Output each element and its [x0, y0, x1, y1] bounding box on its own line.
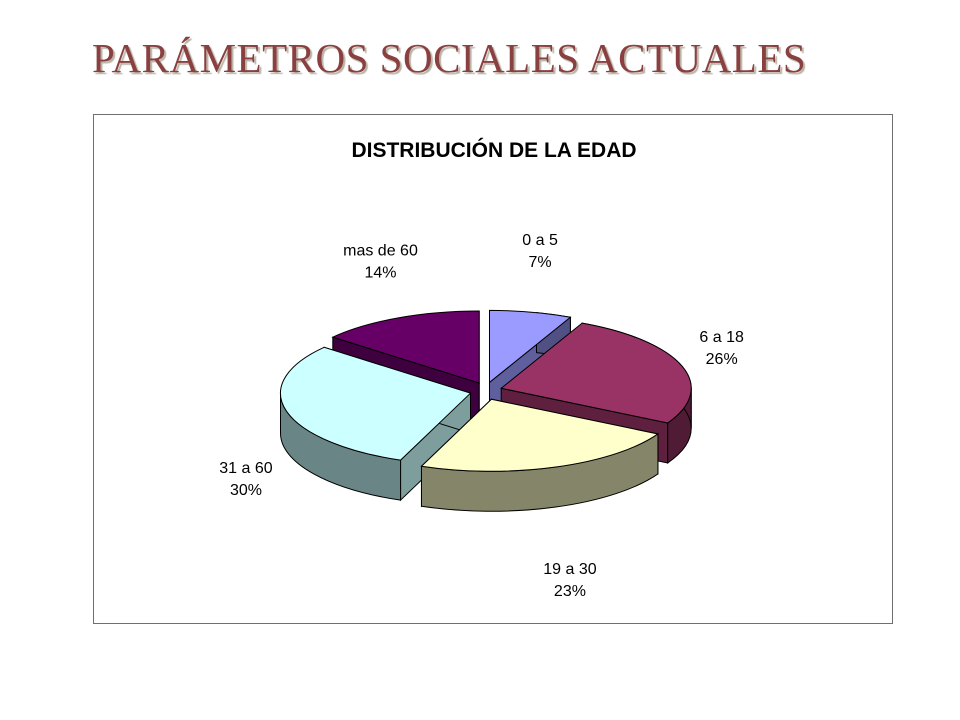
slice-top	[488, 309, 572, 384]
slice-label-percent-4: 14%	[364, 264, 396, 281]
chart-frame: DISTRIBUCIÓN DE LA EDAD 0 a 5 7% 6 a 18 26%…	[93, 114, 893, 624]
pie-slices	[280, 309, 692, 512]
slice-label-percent-3: 30%	[230, 482, 262, 499]
slide-title: PARÁMETROS SOCIALES ACTUALES	[92, 35, 807, 81]
slice-top	[500, 322, 692, 424]
slice-label-percent-2: 23%	[554, 583, 586, 600]
slice-top	[280, 346, 472, 461]
slice-label-percent-1: 26%	[706, 351, 738, 368]
slice-label-name-4: mas de 60	[343, 242, 418, 259]
pie-slice-3	[280, 346, 472, 502]
slice-top	[420, 398, 660, 472]
pie-slice-2	[420, 398, 660, 512]
slice-label-name-2: 19 a 30	[543, 561, 596, 578]
slice-labels: 0 a 5 7% 6 a 18 26% 19 a 30 23% 31 a 60 30% mas …	[219, 232, 744, 600]
slice-top	[331, 310, 480, 384]
pie-chart: DISTRIBUCIÓN DE LA EDAD 0 a 5 7% 6 a 18 26%…	[219, 138, 744, 600]
chart-title: DISTRIBUCIÓN DE LA EDAD	[351, 138, 636, 162]
slice-label-name-1: 6 a 18	[699, 329, 744, 346]
slice-label-name-0: 0 a 5	[522, 232, 558, 249]
slice-label-name-3: 31 a 60	[219, 460, 272, 477]
slice-label-percent-0: 7%	[528, 254, 551, 271]
